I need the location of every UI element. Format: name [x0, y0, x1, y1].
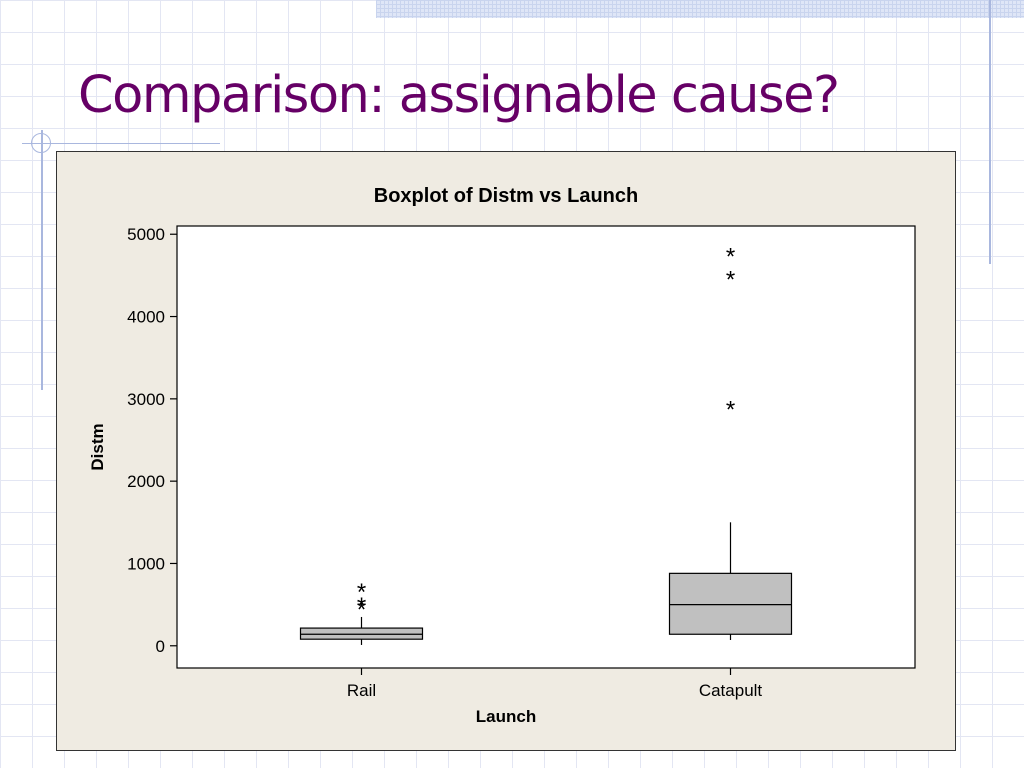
outlier-marker: *	[726, 243, 735, 270]
y-axis-label: Distm	[88, 423, 107, 470]
y-axis: 0 1000 2000 3000 4000 5000	[127, 225, 177, 656]
left-vertical-rule	[41, 130, 43, 390]
horizontal-rule	[22, 143, 220, 144]
box-series: ******	[299, 243, 793, 645]
chart-title: Boxplot of Distm vs Launch	[374, 185, 638, 207]
chart-panel: Boxplot of Distm vs Launch 0 1000 2000 3000…	[56, 151, 956, 751]
x-axis-label: Launch	[476, 707, 536, 726]
boxplot-chart: Boxplot of Distm vs Launch 0 1000 2000 3000…	[88, 185, 916, 726]
outlier-marker: *	[726, 396, 735, 423]
y-tick-label: 3000	[127, 390, 165, 409]
right-vertical-rule	[989, 0, 991, 264]
x-tick-label: Rail	[347, 681, 376, 700]
x-tick-label: Catapult	[699, 681, 763, 700]
y-tick-label: 2000	[127, 472, 165, 491]
plot-area	[176, 225, 916, 669]
outlier-marker: *	[357, 593, 366, 620]
outlier-marker: *	[357, 579, 366, 606]
outlier-marker: *	[357, 596, 366, 623]
box	[299, 627, 424, 640]
y-tick-label: 5000	[127, 225, 165, 244]
y-tick-label: 4000	[127, 308, 165, 327]
top-decorative-band	[376, 0, 1024, 18]
slide-title: Comparison: assignable cause?	[78, 66, 840, 125]
box	[668, 572, 793, 635]
outlier-marker: *	[726, 266, 735, 293]
y-tick-label: 1000	[127, 554, 165, 573]
y-tick-label: 0	[156, 637, 165, 656]
x-axis: Rail Catapult	[347, 668, 763, 700]
crosshair-icon	[31, 133, 51, 153]
